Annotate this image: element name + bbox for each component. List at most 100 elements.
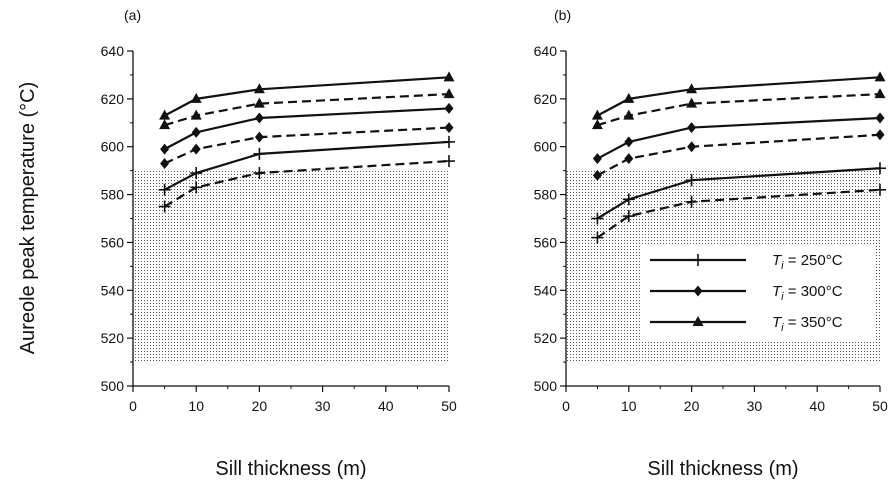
data-point-plus: [874, 183, 886, 196]
x-tick-label: 30: [315, 398, 331, 414]
data-point-diamond: [624, 136, 634, 148]
data-point-diamond: [254, 131, 264, 143]
y-axis-label: Aureole peak temperature (°C): [17, 82, 39, 355]
data-point-plus: [443, 155, 455, 168]
data-point-plus: [591, 231, 604, 244]
x-tick-label: 0: [129, 398, 137, 414]
series-line: [597, 92, 881, 127]
data-point-triangle: [159, 109, 171, 120]
data-point-plus: [591, 212, 604, 225]
data-point-triangle: [591, 109, 603, 120]
series-plus-dashed: [591, 183, 886, 244]
series-triangle-dashed: [591, 88, 886, 130]
y-tick-label: 640: [534, 43, 558, 59]
data-point-plus: [190, 181, 203, 194]
legend-value: = 250°C: [784, 252, 843, 269]
x-tick-label: 50: [872, 398, 888, 414]
series-line: [596, 188, 881, 239]
series-line: [164, 126, 450, 165]
data-point-diamond: [191, 126, 201, 138]
data-point-plus: [622, 210, 635, 223]
series-line: [596, 116, 881, 160]
data-point-diamond: [592, 153, 602, 165]
series-line: [164, 140, 450, 191]
y-tick-label: 560: [101, 234, 125, 250]
series-diamond-solid: [592, 112, 885, 165]
panel-a: (a) 500 520 540 560 580 600 620 640 0 10 20 30 40 50 Si…: [101, 7, 457, 480]
legend-label: Ti = 300°C: [772, 283, 843, 303]
data-point-plus: [685, 195, 698, 208]
legend-entry: Ti = 300°C: [650, 283, 843, 303]
data-point-plus: [685, 174, 698, 187]
y-tick-label: 580: [101, 187, 125, 203]
data-point-triangle: [443, 71, 455, 82]
series-plus-solid: [591, 162, 886, 225]
series-line: [596, 167, 881, 220]
x-tick-label: 10: [188, 398, 204, 414]
data-point-diamond: [875, 129, 885, 141]
x-axis-label: Sill thickness (m): [215, 458, 366, 480]
x-tick-label: 50: [441, 398, 457, 414]
series-diamond-dashed: [592, 129, 885, 181]
data-point-triangle: [159, 119, 171, 130]
x-tick-label: 0: [562, 398, 570, 414]
legend-entry: Ti = 250°C: [650, 252, 843, 272]
series-line: [596, 76, 881, 117]
x-tick-label: 40: [809, 398, 825, 414]
data-point-triangle: [591, 119, 603, 130]
x-tick-label: 40: [378, 398, 394, 414]
legend-subscript: i: [781, 322, 784, 334]
x-tick-label: 20: [684, 398, 700, 414]
series-triangle-dashed: [159, 88, 455, 130]
legend-entry: Ti = 350°C: [650, 314, 843, 334]
series-plus-solid: [158, 135, 455, 196]
series-triangle-solid: [591, 71, 886, 120]
x-tick-label: 10: [621, 398, 637, 414]
data-point-triangle: [190, 92, 202, 103]
y-tick-label: 580: [534, 187, 558, 203]
data-point-triangle: [874, 71, 886, 82]
y-tick-label: 620: [101, 91, 125, 107]
y-tick-label: 560: [534, 234, 558, 250]
y-tick-label: 540: [534, 282, 558, 298]
legend-symbol: T: [772, 314, 783, 331]
series-triangle-solid: [159, 71, 455, 120]
legend-value: = 300°C: [784, 283, 843, 300]
y-tick-label: 500: [101, 378, 125, 394]
legend-label: Ti = 350°C: [772, 314, 843, 334]
y-tick-label: 640: [101, 43, 125, 59]
series-line: [164, 92, 450, 127]
data-point-triangle: [253, 97, 265, 108]
shaded-region: [133, 170, 449, 363]
legend-subscript: i: [781, 291, 784, 303]
legend-subscript: i: [781, 260, 784, 272]
data-point-diamond: [444, 122, 454, 134]
series-diamond-dashed: [160, 122, 454, 169]
x-axis-label: Sill thickness (m): [647, 458, 798, 480]
y-tick-label: 520: [101, 330, 125, 346]
legend: Ti = 250°CTi = 300°CTi = 350°C: [642, 244, 874, 340]
y-tick-label: 500: [534, 378, 558, 394]
data-point-triangle: [686, 83, 698, 94]
data-point-diamond: [254, 112, 264, 124]
data-point-diamond: [592, 169, 602, 181]
y-tick-label: 620: [534, 91, 558, 107]
legend-symbol: T: [772, 283, 783, 300]
legend-value: = 350°C: [784, 314, 843, 331]
series-plus-dashed: [158, 155, 455, 213]
series-line: [164, 107, 450, 151]
data-point-triangle: [190, 109, 202, 120]
y-tick-label: 520: [534, 330, 558, 346]
data-point-diamond: [687, 141, 697, 153]
data-point-plus: [190, 167, 203, 180]
triangle-marker: [692, 316, 704, 326]
diamond-marker: [693, 285, 703, 297]
x-tick-label: 30: [747, 398, 763, 414]
plus-marker: [692, 254, 704, 266]
series-line: [164, 159, 450, 208]
y-tick-label: 540: [101, 282, 125, 298]
panel-label: (a): [124, 7, 141, 23]
data-point-triangle: [623, 92, 635, 103]
series-diamond-solid: [160, 102, 454, 155]
